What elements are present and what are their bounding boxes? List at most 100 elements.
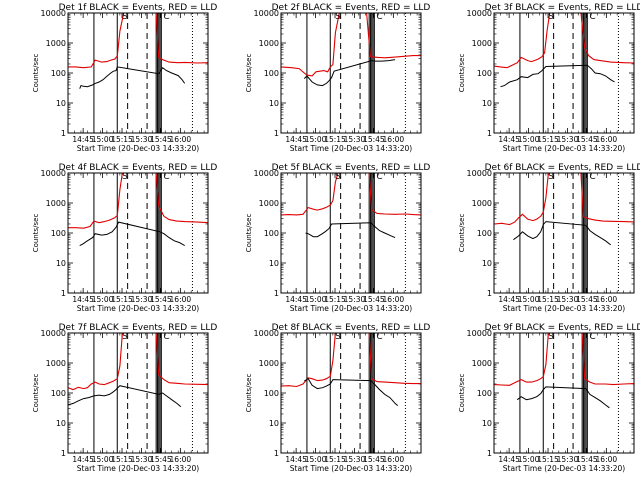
lld-series-line (494, 173, 634, 226)
events-series-line (68, 385, 182, 408)
x-axis-label: Start Time (20-Dec-03 14:33:20) (503, 304, 625, 313)
x-tick-label: 16:00 (596, 455, 618, 464)
y-tick-label: 1 (274, 449, 279, 458)
annotation-s: S (335, 332, 341, 342)
y-tick-label: 1000 (472, 39, 492, 48)
y-tick-label: 10 (269, 99, 279, 108)
annotation-c: C (163, 332, 169, 342)
x-tick-label: 15:00 (305, 135, 327, 144)
x-tick-label: 15:15 (324, 295, 346, 304)
lld-series-line (68, 13, 208, 69)
lld-series-line (494, 13, 634, 69)
lld-series-line (494, 333, 634, 386)
panel-frame (493, 172, 635, 294)
x-tick-label: 15:45 (576, 295, 598, 304)
panel-title: Det 3f BLACK = Events, RED = LLD (485, 3, 640, 13)
panel-frame (280, 332, 422, 454)
annotation-s: S (122, 12, 128, 22)
x-tick-label: 15:15 (324, 455, 346, 464)
lld-series-line (281, 333, 421, 388)
x-tick-label: 15:30 (557, 455, 579, 464)
panel-8: Det 8f BLACK = Events, RED = LLD Counts/s… (245, 323, 430, 473)
y-axis-label: Counts/sec (458, 214, 466, 253)
lld-series-line (281, 173, 421, 216)
y-axis-label: Counts/sec (245, 214, 253, 253)
x-tick-label: 14:45 (498, 135, 520, 144)
annotation-s: S (122, 172, 128, 182)
panel-9: Det 9f BLACK = Events, RED = LLD Counts/s… (458, 323, 640, 473)
y-tick-label: 1 (487, 129, 492, 138)
events-series-line (79, 221, 185, 247)
panel-2: Det 2f BLACK = Events, RED = LLD Counts/s… (245, 3, 430, 153)
y-axis-label: Counts/sec (245, 374, 253, 413)
y-tick-label: 100 (477, 69, 492, 78)
y-axis-label: Counts/sec (32, 214, 40, 253)
panel-title: Det 6f BLACK = Events, RED = LLD (485, 163, 640, 173)
panel-title: Det 7f BLACK = Events, RED = LLD (59, 323, 218, 333)
y-axis-label: Counts/sec (32, 374, 40, 413)
y-tick-label: 1000 (472, 199, 492, 208)
y-tick-label: 100 (51, 229, 66, 238)
events-series-line (500, 64, 615, 88)
x-tick-label: 15:45 (363, 455, 385, 464)
panel-frame (67, 172, 209, 294)
events-series-line (305, 222, 396, 239)
panel-frame (493, 12, 635, 134)
x-tick-label: 15:15 (537, 455, 559, 464)
x-axis-label: Start Time (20-Dec-03 14:33:20) (77, 304, 199, 313)
y-tick-label: 1000 (259, 199, 279, 208)
annotation-c: C (376, 172, 382, 182)
x-tick-label: 16:00 (383, 135, 405, 144)
panel-frame (493, 332, 635, 454)
x-tick-label: 14:45 (285, 295, 307, 304)
y-tick-label: 100 (477, 229, 492, 238)
x-tick-label: 15:30 (344, 135, 366, 144)
y-tick-label: 100 (264, 389, 279, 398)
y-tick-label: 10 (269, 419, 279, 428)
y-tick-label: 100 (264, 69, 279, 78)
x-tick-label: 15:00 (92, 135, 114, 144)
x-tick-label: 15:45 (150, 295, 172, 304)
x-tick-label: 16:00 (596, 295, 618, 304)
x-axis-label: Start Time (20-Dec-03 14:33:20) (77, 144, 199, 153)
x-axis-label: Start Time (20-Dec-03 14:33:20) (290, 304, 412, 313)
y-tick-label: 10 (482, 259, 492, 268)
x-tick-label: 16:00 (383, 295, 405, 304)
y-tick-label: 10 (482, 419, 492, 428)
annotation-c: C (163, 172, 169, 182)
x-tick-label: 15:30 (131, 295, 153, 304)
x-tick-label: 14:45 (498, 295, 520, 304)
y-tick-label: 10 (56, 419, 66, 428)
annotation-c: C (376, 332, 382, 342)
events-series-line (304, 378, 399, 406)
x-tick-label: 16:00 (170, 455, 192, 464)
panel-3: Det 3f BLACK = Events, RED = LLD Counts/s… (458, 3, 640, 153)
y-tick-label: 1000 (46, 199, 66, 208)
y-tick-label: 1 (61, 289, 66, 298)
x-axis-label: Start Time (20-Dec-03 14:33:20) (290, 464, 412, 473)
lld-series-line (68, 333, 208, 391)
y-tick-label: 1000 (46, 359, 66, 368)
x-tick-label: 15:15 (537, 295, 559, 304)
y-tick-label: 1 (61, 129, 66, 138)
x-tick-label: 15:30 (344, 455, 366, 464)
x-tick-label: 16:00 (383, 455, 405, 464)
annotation-s: S (548, 332, 554, 342)
events-series-line (79, 66, 186, 89)
y-tick-label: 100 (51, 69, 66, 78)
x-axis-label: Start Time (20-Dec-03 14:33:20) (503, 144, 625, 153)
y-tick-label: 1000 (259, 39, 279, 48)
y-tick-label: 10000 (467, 169, 492, 178)
annotation-c: C (589, 172, 595, 182)
annotation-c: C (376, 12, 382, 22)
annotation-s: S (548, 12, 554, 22)
y-tick-label: 10000 (41, 329, 66, 338)
panel-title: Det 1f BLACK = Events, RED = LLD (59, 3, 218, 13)
y-axis-label: Counts/sec (458, 374, 466, 413)
x-tick-label: 15:30 (131, 455, 153, 464)
annotation-s: S (335, 12, 341, 22)
x-tick-label: 15:45 (150, 135, 172, 144)
panel-5: Det 5f BLACK = Events, RED = LLD Counts/s… (245, 163, 430, 313)
x-tick-label: 14:45 (285, 455, 307, 464)
